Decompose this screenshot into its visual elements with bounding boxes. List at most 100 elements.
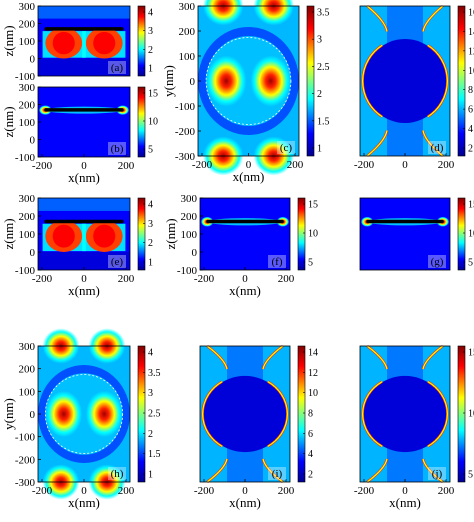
axes-f: 300 200 100 0 -100-200 0 200 x(nm) z(nm) (f) 15 10 5 — [163, 193, 318, 298]
y-tick-label: 100 — [181, 229, 198, 241]
heatmap-f — [200, 198, 290, 270]
y-tick-label: 100 — [179, 51, 196, 63]
colorbar-tick-label: 2 — [148, 429, 153, 440]
y-tick-label: -100 — [15, 71, 36, 83]
x-tick-label: 200 — [438, 159, 455, 171]
x-tick-label: 200 — [438, 485, 455, 497]
colorbar-tick-label: 1 — [148, 64, 153, 75]
x-axis-label: x(nm) — [229, 495, 261, 510]
colorbar-tick-label: 2 — [317, 89, 322, 100]
colorbar-tick-label: 15 — [308, 200, 318, 211]
colorbar — [137, 345, 146, 483]
y-tick-label: 0 — [30, 409, 36, 421]
y-tick-label: -200 — [15, 454, 36, 466]
axes-g: (g) 15 10 5 — [359, 197, 474, 271]
x-tick-label: -200 — [194, 485, 215, 497]
y-tick-label: -100 — [15, 265, 36, 277]
x-tick-label: -200 — [32, 273, 53, 285]
colorbar — [457, 197, 466, 271]
colorbar-tick-label: 15 — [148, 89, 158, 100]
field-lobe — [45, 390, 83, 438]
y-axis-label: z(nm) — [1, 218, 16, 249]
panel-label: (g) — [431, 256, 444, 268]
axes-b: 300 200 100 0 -100-200 0 200 x(nm) z(nm) (b) 15 10 5 — [1, 82, 158, 185]
nanoplate — [44, 219, 124, 224]
colorbar-tick-label: 4 — [148, 200, 153, 211]
colorbar — [306, 5, 315, 157]
disk-region — [203, 375, 287, 453]
y-tick-label: 200 — [179, 26, 196, 38]
y-tick-label: 200 — [19, 19, 36, 31]
colorbar-tick-label: 5 — [308, 258, 313, 269]
colorbar — [457, 5, 466, 157]
panel-label: (d) — [431, 142, 444, 154]
colorbar-tick-label: 1.5 — [148, 449, 161, 460]
y-axis-label: z(nm) — [1, 106, 16, 137]
colorbar-tick-label: 4 — [148, 348, 153, 359]
colorbar-tick-label: 10 — [468, 66, 474, 77]
heatmap-g — [360, 198, 450, 270]
nanoplate — [206, 219, 284, 224]
x-tick-label: 0 — [402, 485, 408, 497]
colorbar — [137, 197, 146, 271]
x-tick-label: -200 — [32, 485, 53, 497]
x-tick-label: 0 — [242, 485, 248, 497]
colorbar — [137, 86, 146, 158]
colorbar-tick-label: 10 — [148, 117, 158, 128]
x-tick-label: 0 — [242, 273, 248, 285]
colorbar — [297, 345, 306, 483]
nanoplate — [44, 27, 124, 31]
y-tick-label: -300 — [175, 151, 196, 163]
colorbar — [137, 5, 146, 77]
panel-label: (e) — [111, 256, 124, 268]
y-axis-label: z(nm) — [1, 25, 16, 56]
x-axis-label: x(nm) — [389, 495, 421, 510]
colorbar-tick-label: 4 — [468, 124, 473, 135]
y-tick-label: 0 — [30, 247, 36, 259]
y-tick-label: -200 — [175, 126, 196, 138]
colorbar-tick-label: 16 — [468, 8, 474, 19]
colorbar-tick-label: 2.5 — [148, 409, 161, 420]
disk-outline — [205, 37, 292, 125]
colorbar-tick-label: 8 — [308, 409, 313, 420]
heatmap-b — [38, 87, 130, 157]
colorbar-tick-label: 10 — [468, 229, 474, 240]
colorbar-tick-label: 3.5 — [148, 368, 161, 379]
field-lobe — [250, 55, 291, 107]
colorbar-tick-label: 10 — [308, 229, 318, 240]
colorbar-tick-label: 4 — [308, 449, 313, 460]
colorbar-tick-label: 8 — [468, 85, 473, 96]
y-tick-label: 300 — [19, 1, 36, 13]
colorbar-tick-label: 3 — [148, 388, 153, 399]
plot-frame — [359, 197, 451, 271]
colorbar-tick-label: 15 — [468, 348, 474, 359]
colorbar-tick-label: 10 — [308, 388, 318, 399]
y-tick-label: 300 — [19, 193, 36, 205]
colorbar-tick-label: 14 — [308, 348, 318, 359]
colorbar-tick-label: 2.5 — [317, 62, 330, 73]
field-lobe — [206, 55, 247, 107]
y-tick-label: -300 — [15, 477, 36, 489]
x-tick-label: -200 — [354, 159, 375, 171]
colorbar-tick-label: 6 — [308, 429, 313, 440]
x-tick-label: 0 — [81, 485, 87, 497]
x-tick-label: 200 — [287, 159, 304, 171]
y-tick-label: 200 — [181, 211, 198, 223]
colorbar-tick-label: 6 — [468, 105, 473, 116]
x-tick-label: 200 — [118, 273, 135, 285]
colorbar-tick-label: 2 — [148, 238, 153, 249]
x-tick-label: 0 — [81, 160, 87, 172]
colorbar-tick-label: 5 — [468, 470, 473, 481]
disk-region — [363, 39, 447, 123]
axes-a: 300 200 100 0 -100 z(nm) (a) 4 3 2 1 — [1, 1, 153, 83]
heatmap-background — [200, 198, 290, 270]
x-tick-label: -200 — [194, 273, 215, 285]
colorbar-tick-label: 2 — [148, 45, 153, 56]
panel-label: (f) — [272, 256, 283, 268]
axes-j: -200 0 200 x(nm) (j) 15 10 5 — [354, 345, 474, 510]
colorbar-tick-label: 10 — [468, 409, 474, 420]
nanoplate — [366, 219, 444, 224]
colorbar-tick-label: 3 — [148, 219, 153, 230]
colorbar-tick-label: 3 — [317, 35, 322, 46]
panel-label: (c) — [280, 142, 293, 154]
